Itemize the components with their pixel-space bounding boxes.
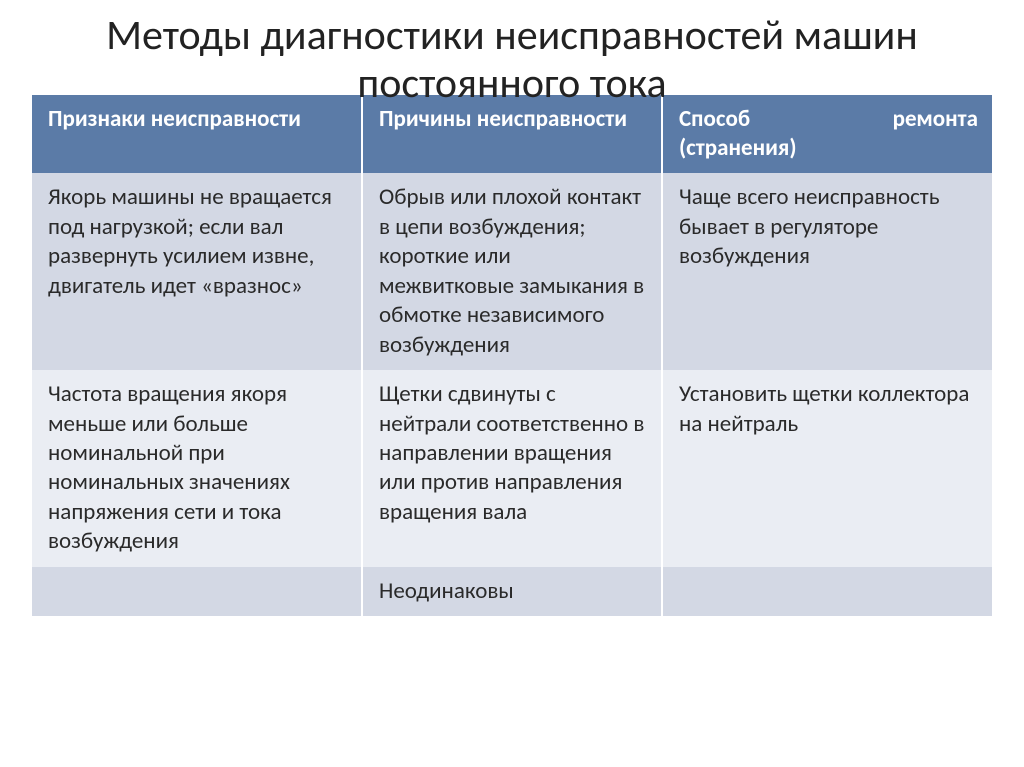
cell-symptom: Частота вращения якоря меньше или больше…: [32, 370, 362, 567]
slide: Методы диагностики неисправностей машин …: [0, 0, 1024, 767]
slide-title: Методы диагностики неисправностей машин …: [0, 0, 1024, 109]
col-header-symptoms: Признаки неисправности: [32, 95, 362, 174]
cell-repair: Чаще всего неисправность бывает в регуля…: [662, 173, 992, 370]
cell-symptom: Якорь машины не вращается под нагрузкой;…: [32, 173, 362, 370]
cell-repair: Установить щетки коллектора на нейтраль: [662, 370, 992, 567]
cell-cause: Обрыв или плохой контакт в цепи возбужде…: [362, 173, 662, 370]
col-header-repair-word2: ремонта: [893, 105, 978, 134]
table-row: Неодинаковы: [32, 567, 992, 616]
table-row: Частота вращения якоря меньше или больше…: [32, 370, 992, 567]
col-header-repair-word1: Способ: [679, 105, 750, 134]
cell-symptom: [32, 567, 362, 616]
col-header-repair-line2: (странения): [679, 134, 978, 163]
faults-table: Признаки неисправности Причины неисправн…: [32, 95, 992, 617]
cell-cause: Щетки сдвинуты с нейтрали соответственно…: [362, 370, 662, 567]
table-row: Якорь машины не вращается под нагрузкой;…: [32, 173, 992, 370]
col-header-repair: Способ ремонта (странения): [662, 95, 992, 174]
table-header-row: Признаки неисправности Причины неисправн…: [32, 95, 992, 174]
cell-repair: [662, 567, 992, 616]
cell-cause: Неодинаковы: [362, 567, 662, 616]
col-header-causes: Причины неисправности: [362, 95, 662, 174]
